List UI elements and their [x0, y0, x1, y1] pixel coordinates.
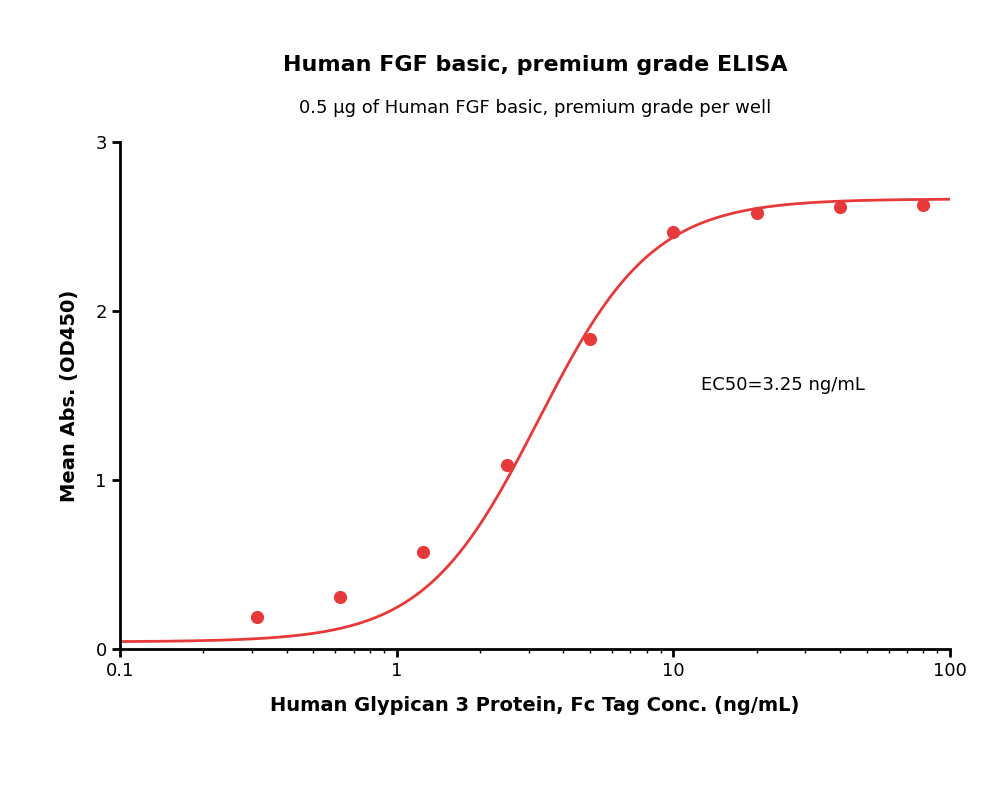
- Y-axis label: Mean Abs. (OD450): Mean Abs. (OD450): [60, 290, 79, 501]
- Point: [665, 225, 681, 238]
- Point: [749, 207, 765, 220]
- Point: [499, 458, 515, 471]
- Text: EC50=3.25 ng/mL: EC50=3.25 ng/mL: [701, 377, 865, 395]
- Point: [832, 201, 848, 214]
- Point: [249, 611, 265, 624]
- Text: Human FGF basic, premium grade ELISA: Human FGF basic, premium grade ELISA: [283, 55, 787, 75]
- X-axis label: Human Glypican 3 Protein, Fc Tag Conc. (ng/mL): Human Glypican 3 Protein, Fc Tag Conc. (…: [270, 697, 800, 716]
- Point: [415, 545, 431, 558]
- Text: 0.5 μg of Human FGF basic, premium grade per well: 0.5 μg of Human FGF basic, premium grade…: [299, 99, 771, 117]
- Point: [915, 199, 931, 211]
- Point: [582, 333, 598, 346]
- Point: [332, 591, 348, 604]
